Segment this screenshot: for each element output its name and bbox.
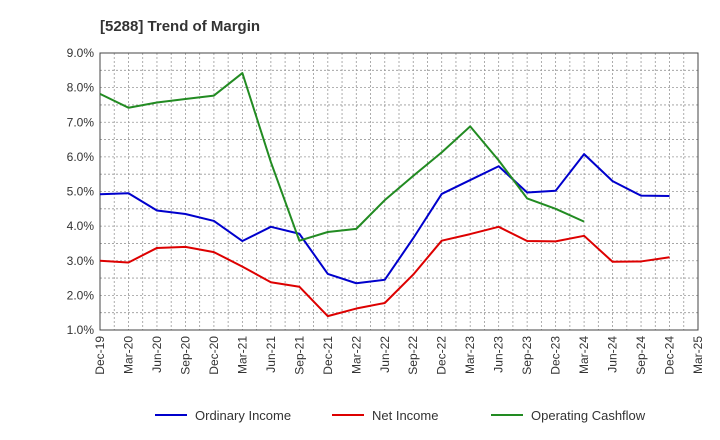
- series-line-operating-cashflow: [99, 72, 585, 242]
- x-tick-label: Dec-23: [549, 336, 563, 375]
- x-tick-label: Jun-20: [150, 336, 164, 373]
- legend-label: Ordinary Income: [195, 408, 291, 423]
- x-tick-label: Jun-23: [492, 336, 506, 373]
- x-tick-label: Dec-24: [663, 336, 677, 375]
- x-tick-label: Dec-21: [321, 336, 335, 375]
- x-tick-label: Mar-25: [691, 336, 705, 374]
- x-tick-label: Mar-21: [235, 336, 249, 374]
- x-tick-label: Mar-20: [121, 336, 135, 374]
- series-line-ordinary-income: [99, 153, 670, 285]
- x-tick-label: Dec-22: [435, 336, 449, 375]
- y-tick-label: 5.0%: [67, 185, 95, 199]
- legend: Ordinary Income Net Income Operating Cashf…: [155, 408, 646, 423]
- y-tick-label: 7.0%: [67, 115, 95, 129]
- plot-area-border: [99, 52, 699, 331]
- x-tick-label: Sep-23: [520, 336, 534, 375]
- y-tick-label: 8.0%: [67, 81, 95, 95]
- x-tick-label: Sep-22: [406, 336, 420, 375]
- y-tick-label: 1.0%: [67, 323, 95, 337]
- chart-title: [5288] Trend of Margin: [100, 18, 260, 35]
- x-tick-label: Dec-19: [93, 336, 107, 375]
- x-tick-label: Sep-24: [634, 336, 648, 375]
- x-tick-label: Jun-24: [606, 336, 620, 373]
- x-tick-label: Mar-23: [463, 336, 477, 374]
- x-axis-ticks: Dec-19 Mar-20 Jun-20 Sep-20 Dec-20 Mar-21 Jun-…: [93, 336, 705, 375]
- y-tick-label: 4.0%: [67, 219, 95, 233]
- x-tick-label: Mar-22: [349, 336, 363, 374]
- y-tick-label: 9.0%: [67, 46, 95, 60]
- series-line-net-income: [99, 225, 670, 318]
- y-tick-label: 2.0%: [67, 288, 95, 302]
- x-tick-label: Sep-21: [292, 336, 306, 375]
- x-tick-label: Jun-21: [264, 336, 278, 373]
- y-tick-label: 6.0%: [67, 150, 95, 164]
- series-lines: [99, 72, 670, 318]
- y-axis-ticks: 1.0% 2.0% 3.0% 4.0% 5.0% 6.0% 7.0% 8.0% 9.0%: [67, 46, 95, 337]
- x-tick-label: Jun-22: [378, 336, 392, 373]
- x-tick-label: Mar-24: [577, 336, 591, 374]
- x-tick-label: Sep-20: [178, 336, 192, 375]
- x-tick-label: Dec-20: [207, 336, 221, 375]
- legend-label: Net Income: [372, 408, 438, 423]
- legend-label: Operating Cashflow: [531, 408, 646, 423]
- y-tick-label: 3.0%: [67, 254, 95, 268]
